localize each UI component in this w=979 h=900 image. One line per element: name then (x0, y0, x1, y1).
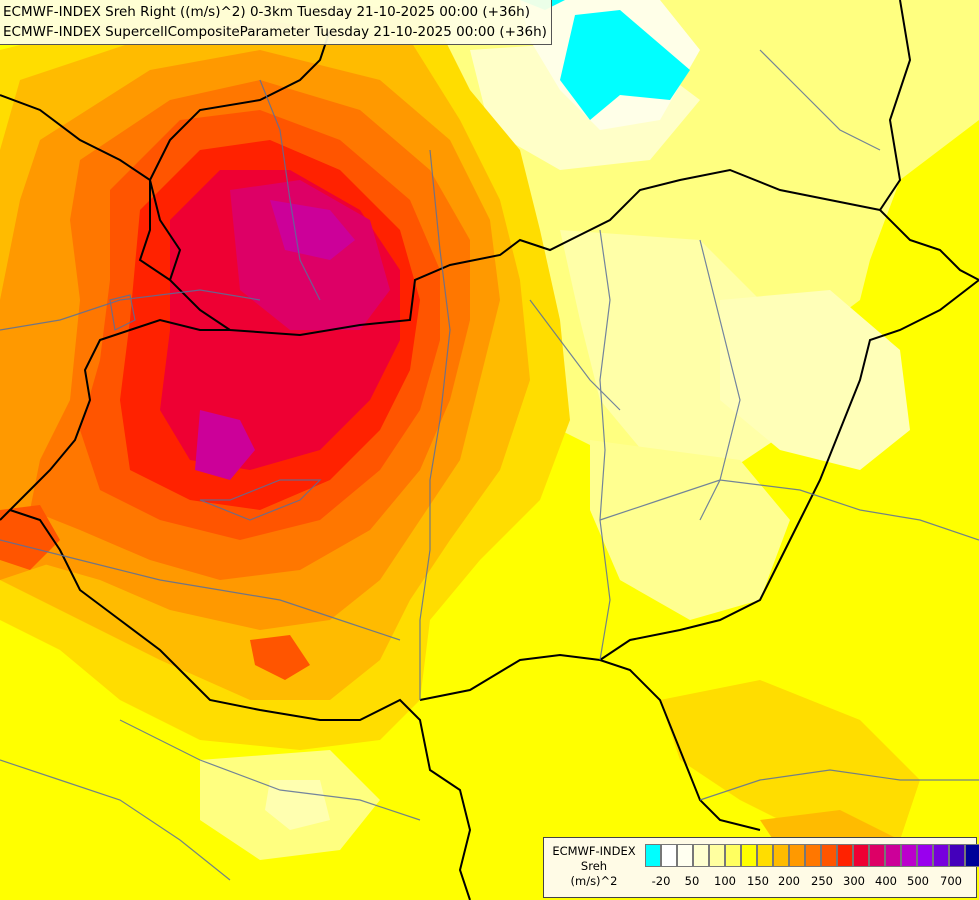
legend-swatch (933, 844, 949, 867)
legend-tick-label: 500 (907, 874, 929, 888)
legend-tick-label: 250 (811, 874, 833, 888)
title-line-1: ECMWF-INDEX Sreh Right ((m/s)^2) 0-3km T… (3, 4, 530, 20)
legend-ticks: -20 50 100 150 200 250 300 400 500 700 (645, 874, 975, 890)
high-values-field (0, 50, 500, 680)
legend-swatch (757, 844, 773, 867)
legend-label: ECMWF-INDEX Sreh (m/s)^2 (548, 844, 640, 889)
legend-tick-label: 700 (940, 874, 962, 888)
legend-parameter: Sreh (580, 859, 608, 873)
legend-swatch (869, 844, 885, 867)
legend-tick-label: 400 (875, 874, 897, 888)
legend-swatch (901, 844, 917, 867)
legend-swatch (645, 844, 661, 867)
legend-swatch (789, 844, 805, 867)
legend-swatch (853, 844, 869, 867)
legend-tick-label: 200 (778, 874, 800, 888)
legend-tick-label: 50 (684, 874, 700, 888)
legend-swatch (917, 844, 933, 867)
legend-tick-label: -20 (651, 874, 671, 888)
legend-swatches (645, 844, 979, 867)
legend-swatch (741, 844, 757, 867)
legend-swatch (885, 844, 901, 867)
map-title-box: ECMWF-INDEX Sreh Right ((m/s)^2) 0-3km T… (0, 0, 552, 45)
legend-tick-label: 300 (843, 874, 865, 888)
legend-swatch (725, 844, 741, 867)
legend-swatch (693, 844, 709, 867)
legend-swatch (709, 844, 725, 867)
title-line-2: ECMWF-INDEX SupercellCompositeParameter … (3, 24, 547, 40)
legend-swatch (837, 844, 853, 867)
legend-swatch (949, 844, 965, 867)
legend-swatch (773, 844, 789, 867)
legend-source: ECMWF-INDEX (552, 844, 636, 858)
legend-swatch (805, 844, 821, 867)
color-legend: ECMWF-INDEX Sreh (m/s)^2 -20 50 100 150 200 2… (543, 837, 979, 898)
legend-tick-label: 150 (747, 874, 769, 888)
legend-tick-label: 100 (714, 874, 736, 888)
legend-swatch (677, 844, 693, 867)
legend-unit: (m/s)^2 (570, 874, 618, 888)
legend-swatch (821, 844, 837, 867)
legend-swatch (965, 844, 979, 867)
rivers-and-regions (0, 49, 979, 881)
legend-swatch (661, 844, 677, 867)
